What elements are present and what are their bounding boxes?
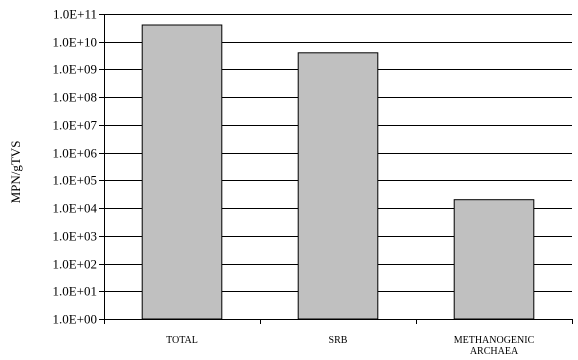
y-tick-labels: 1.0E+00 1.0E+01 1.0E+02 1.0E+03 1.0E+04 1.0E+… <box>52 7 97 327</box>
y-tick-label: 1.0E+01 <box>52 284 97 299</box>
x-tick-label: TOTAL <box>166 335 198 346</box>
y-tick-label: 1.0E+05 <box>52 173 97 188</box>
bars <box>141 24 535 320</box>
y-tick-label: 1.0E+09 <box>52 62 97 77</box>
y-tick-label: 1.0E+10 <box>52 35 97 50</box>
axes <box>99 14 573 324</box>
y-tick-label: 1.0E+02 <box>52 257 97 272</box>
y-tick-label: 1.0E+11 <box>53 7 97 22</box>
y-axis-title: MPN/gTVS <box>8 141 23 204</box>
bar <box>453 199 535 320</box>
y-tick-label: 1.0E+04 <box>52 201 97 216</box>
bar <box>297 52 379 320</box>
x-tick-label: SRB <box>329 335 348 346</box>
y-tick-label: 1.0E+06 <box>52 146 97 161</box>
y-tick-label: 1.0E+08 <box>52 90 97 105</box>
x-tick-label: METHANOGENIC <box>454 335 535 346</box>
x-tick-label: ARCHAEA <box>470 346 519 357</box>
y-tick-label: 1.0E+03 <box>52 229 97 244</box>
bar <box>141 24 223 320</box>
y-tick-label: 1.0E+07 <box>52 118 97 133</box>
y-tick-label: 1.0E+00 <box>52 312 97 327</box>
